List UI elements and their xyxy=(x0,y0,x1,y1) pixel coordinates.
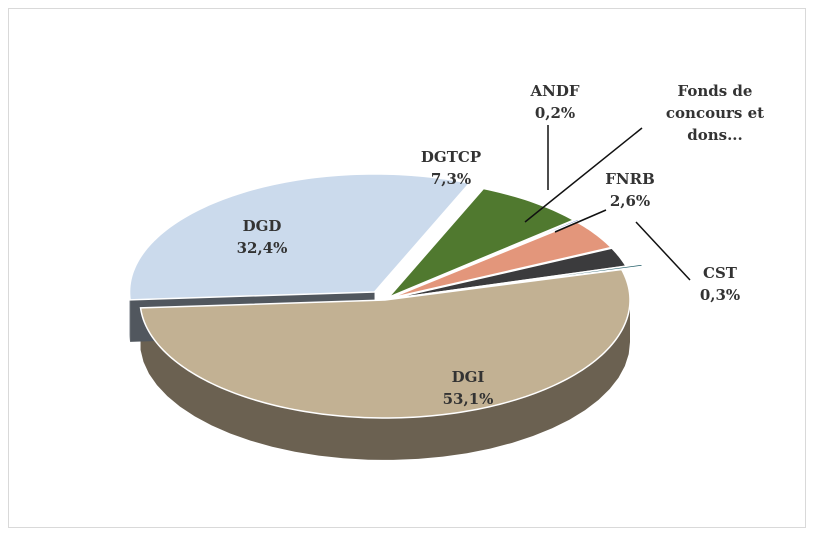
leader-line xyxy=(554,209,607,233)
value-label: 2,6% xyxy=(609,192,651,210)
slice-side xyxy=(140,300,630,460)
category-label: FNRB xyxy=(605,170,655,188)
pie-slice xyxy=(389,221,613,299)
pie-slice xyxy=(390,247,628,300)
slice-side xyxy=(129,291,131,342)
category-label: DGI xyxy=(451,368,485,386)
pie-slice xyxy=(128,173,471,301)
category-label: ANDF xyxy=(530,82,580,100)
value-label: 0,2% xyxy=(534,104,576,122)
value-label: 53,1% xyxy=(442,390,494,408)
category-label: DGD xyxy=(242,217,282,235)
pie-slice xyxy=(139,268,631,419)
value-label: 0,3% xyxy=(699,286,741,304)
pie-slice xyxy=(387,187,576,299)
leader-line xyxy=(635,221,691,281)
value-label: 7,3% xyxy=(430,170,472,188)
leader-lines xyxy=(524,125,691,281)
value-label: 32,4% xyxy=(236,239,288,257)
category-label: Fonds de concours et dons... xyxy=(665,82,765,144)
pie-slice xyxy=(406,263,645,298)
category-label: CST xyxy=(703,264,737,282)
category-label: DGTCP xyxy=(420,148,482,166)
pie-slice xyxy=(392,218,582,298)
leader-line xyxy=(524,127,643,223)
